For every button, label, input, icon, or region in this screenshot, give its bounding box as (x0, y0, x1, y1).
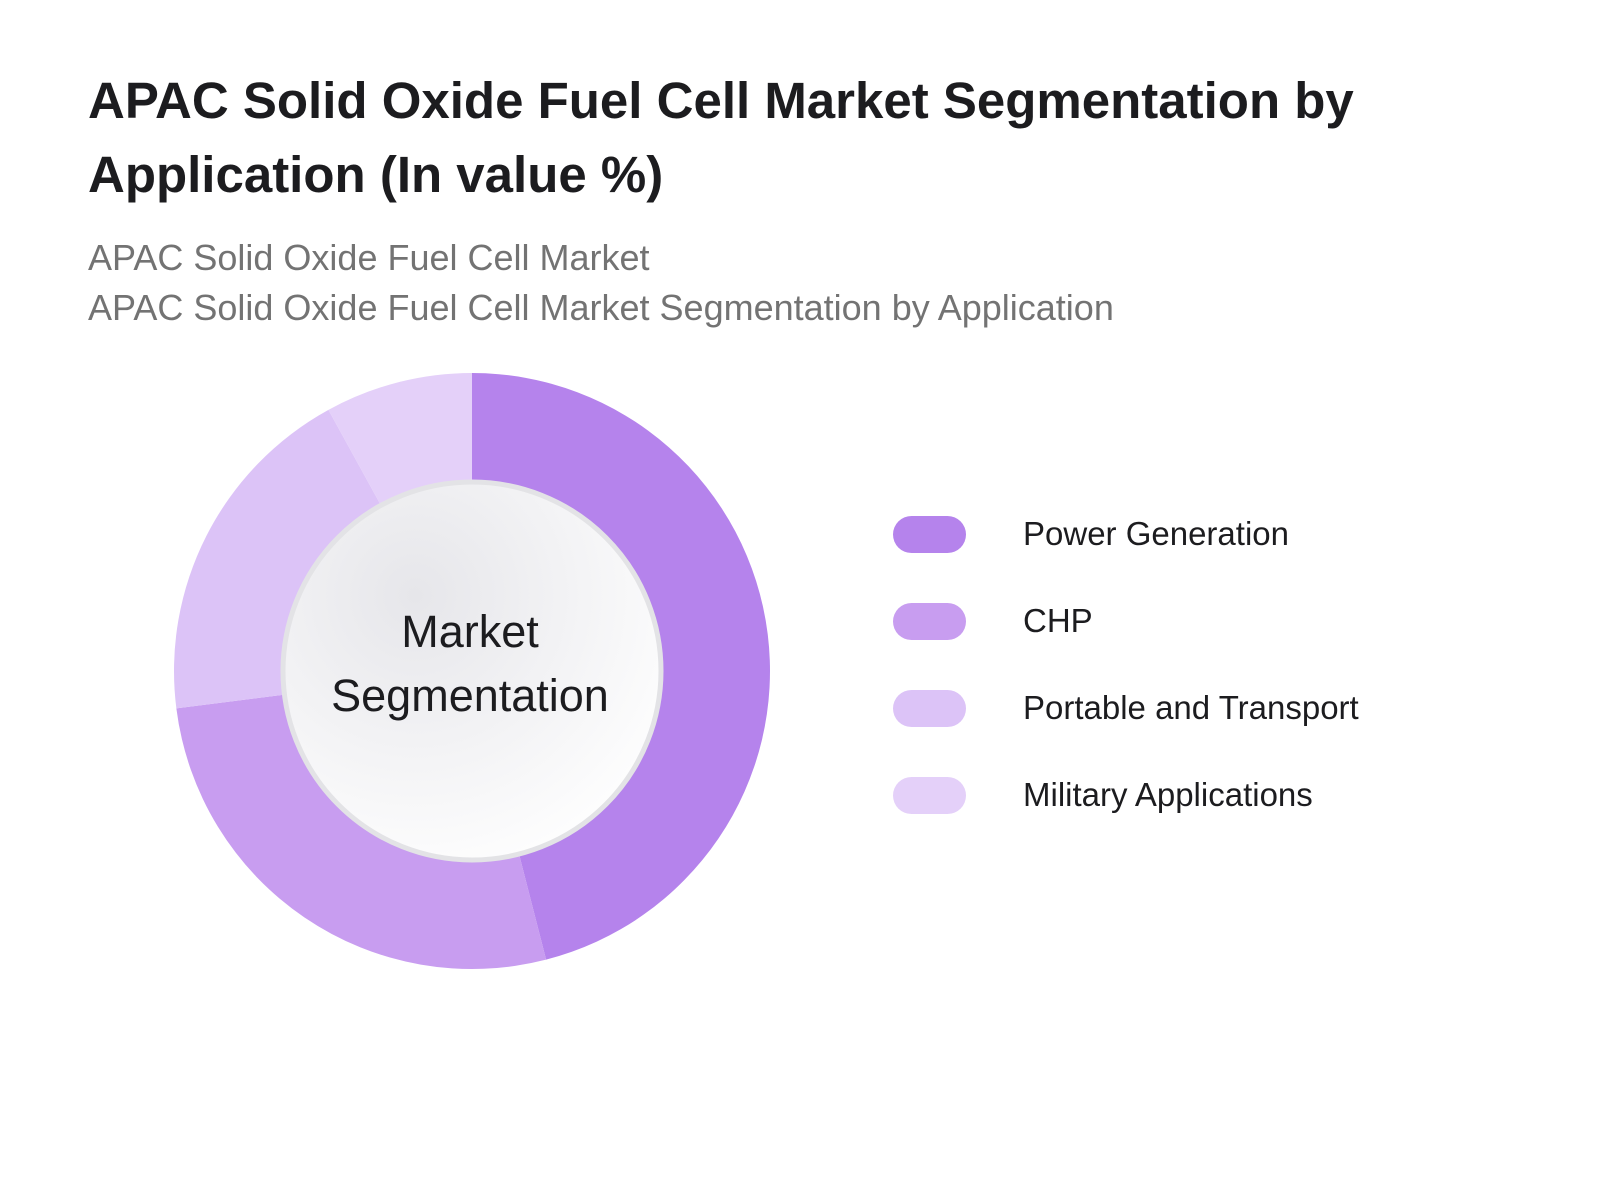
chart-legend: Power Generation CHP Portable and Transpor… (893, 500, 1513, 848)
chart-title: APAC Solid Oxide Fuel Cell Market Segmen… (88, 72, 1354, 203)
legend-label-chp: CHP (1023, 602, 1093, 639)
donut-slice-chp (176, 694, 547, 969)
donut-slice-portable-and-transport (174, 409, 383, 709)
legend-item-power-generation: Power Generation (893, 500, 1513, 587)
legend-swatch-military-applications (893, 777, 966, 814)
legend-label-military-applications: Military Applications (1023, 776, 1313, 813)
donut-slice-power-generation (472, 373, 770, 960)
donut-slice-military-applications (328, 373, 472, 509)
legend-item-military-applications: Military Applications (893, 761, 1513, 848)
legend-item-portable-and-transport: Portable and Transport (893, 674, 1513, 761)
legend-swatch-chp (893, 603, 966, 640)
legend-item-chp: CHP (893, 587, 1513, 674)
chart-subtitle-market: APAC Solid Oxide Fuel Cell Market (88, 237, 650, 278)
legend-label-portable-and-transport: Portable and Transport (1023, 689, 1359, 726)
donut-center-label: Market Segmentation (331, 606, 609, 721)
chart-subtitle-segmentation: APAC Solid Oxide Fuel Cell Market Segmen… (88, 287, 1114, 328)
legend-swatch-power-generation (893, 516, 966, 553)
legend-label-power-generation: Power Generation (1023, 515, 1289, 552)
legend-swatch-portable-and-transport (893, 690, 966, 727)
donut-center-disc (280, 479, 664, 863)
donut-slices (174, 373, 770, 969)
